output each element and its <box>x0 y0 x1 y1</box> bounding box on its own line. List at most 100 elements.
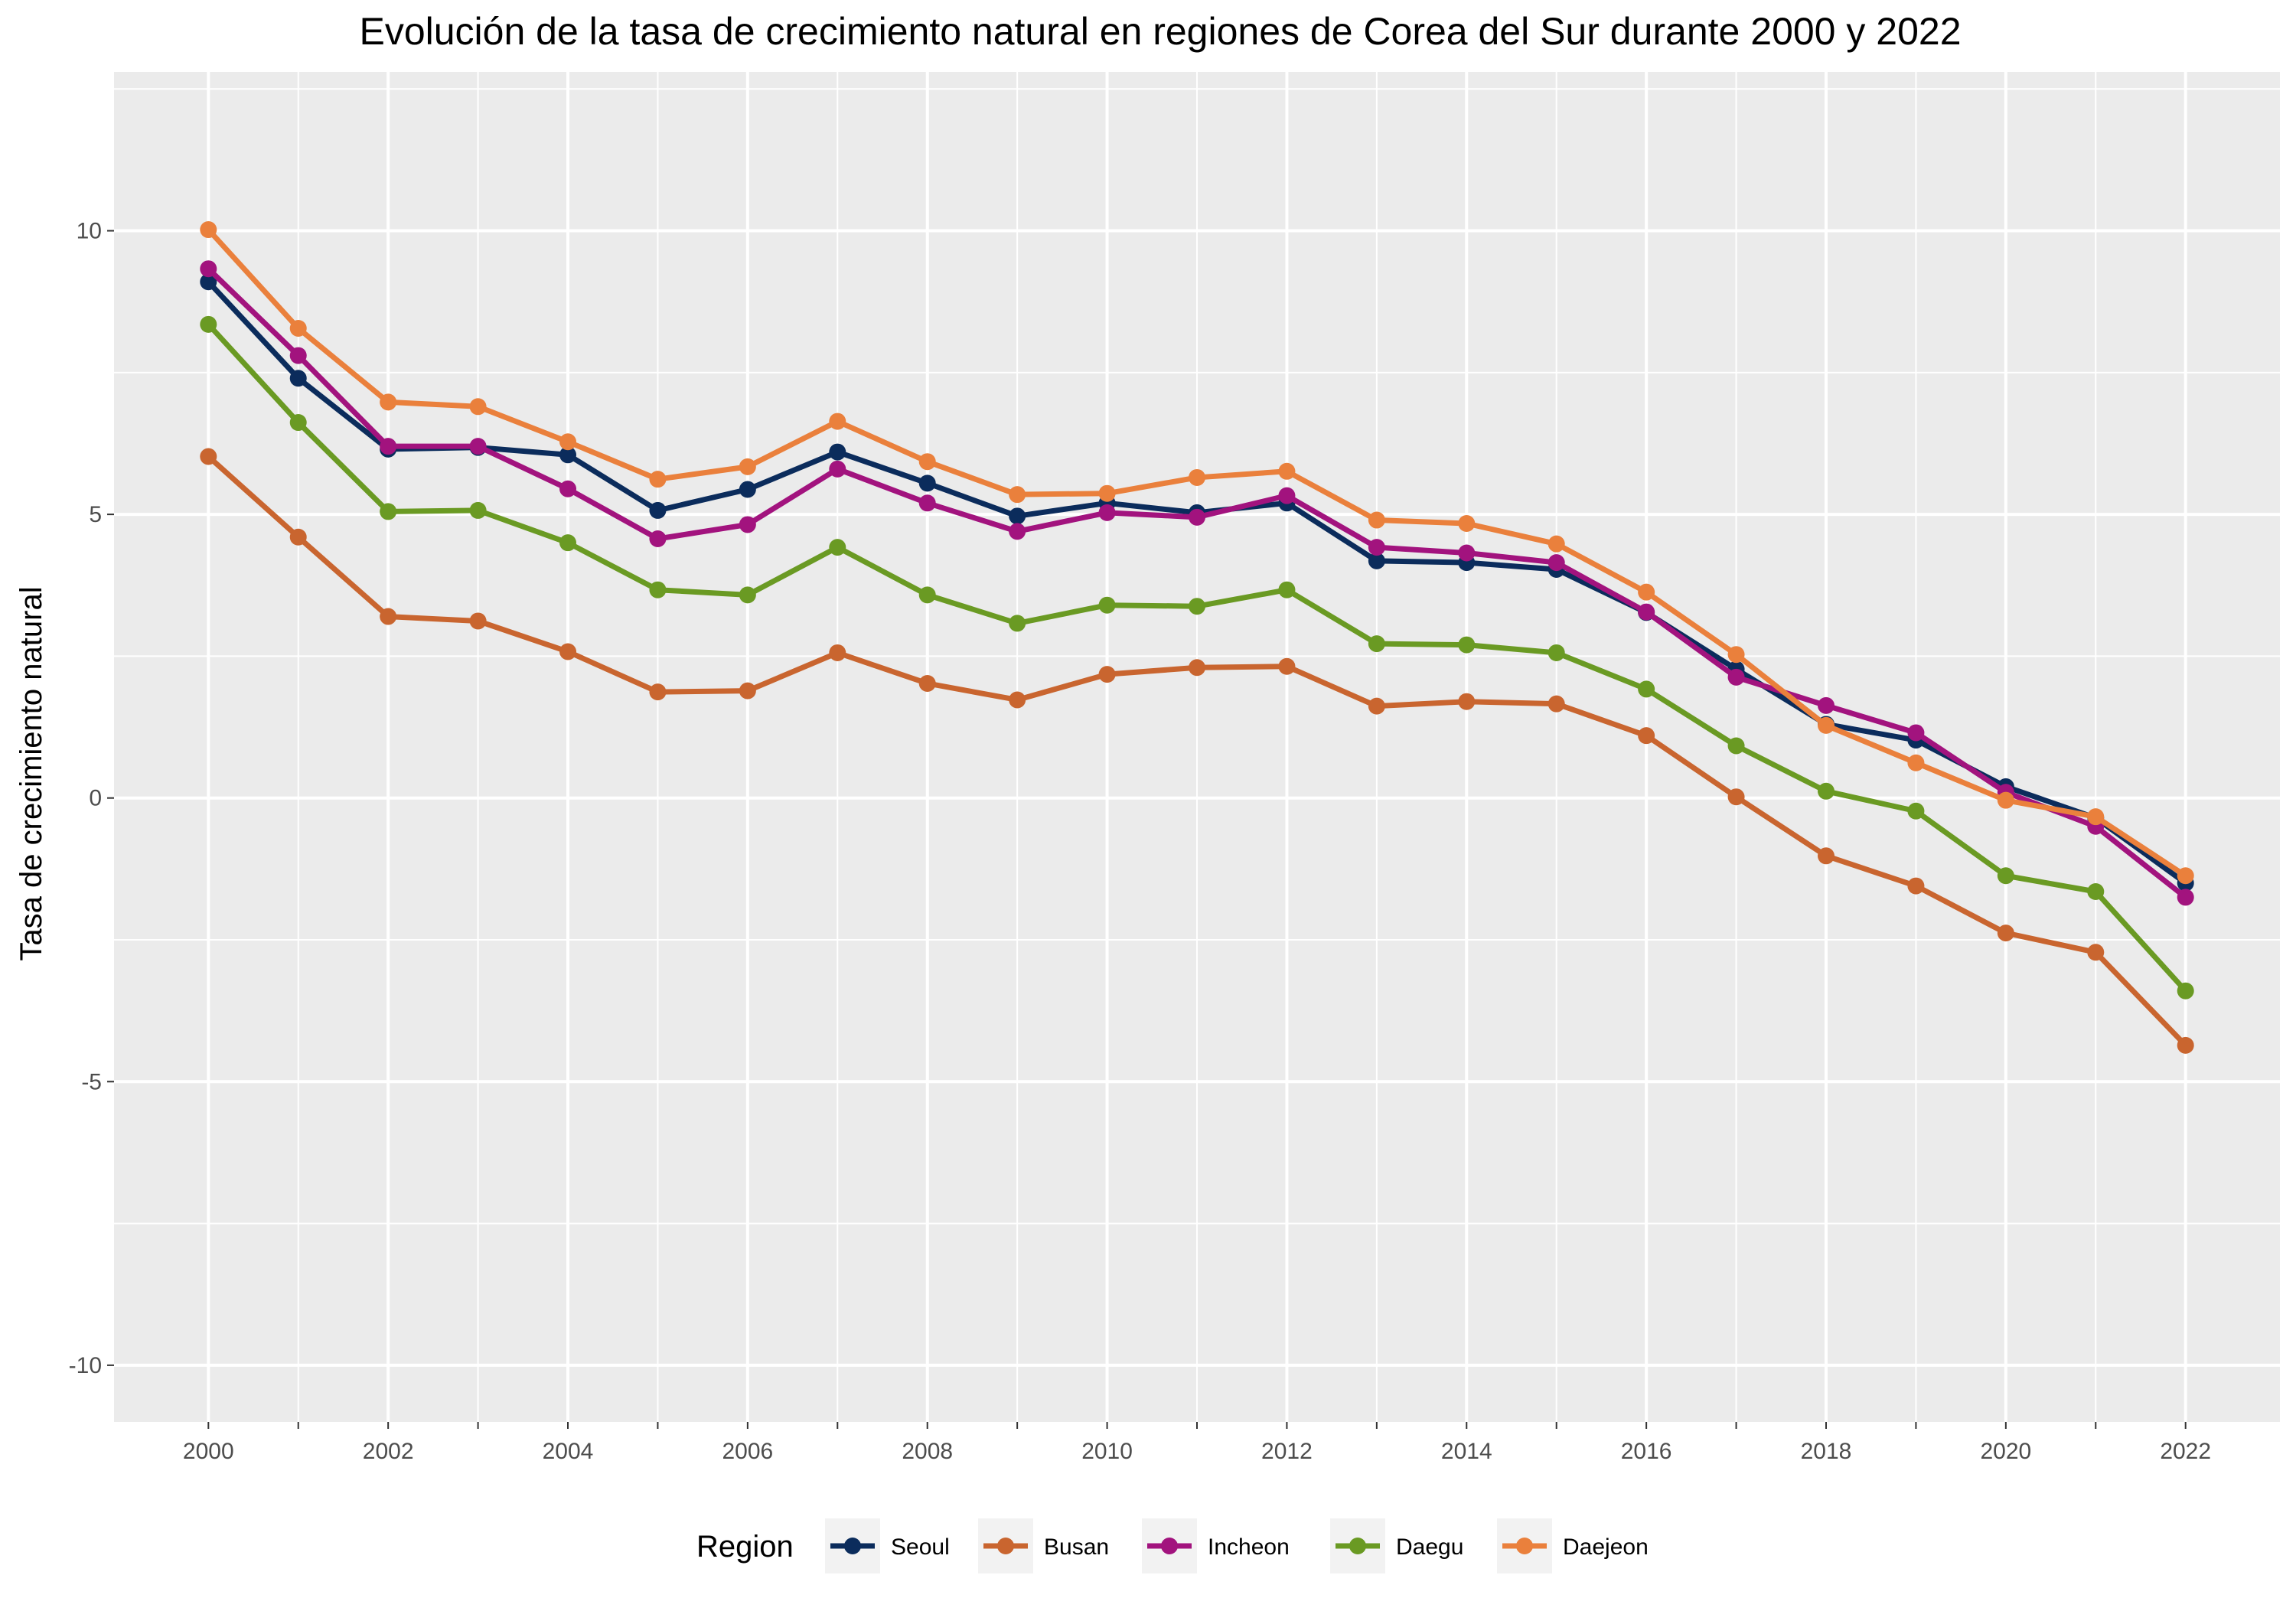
x-tick-label: 2004 <box>543 1439 594 1464</box>
data-point-daejeon <box>2087 808 2105 826</box>
data-point-daejeon <box>2177 867 2194 885</box>
data-point-incheon <box>1727 668 1745 686</box>
data-point-daejeon <box>1098 484 1116 502</box>
data-point-busan <box>469 612 487 630</box>
data-point-incheon <box>1458 544 1476 562</box>
data-point-incheon <box>918 494 936 512</box>
legend-label-busan: Busan <box>1044 1534 1109 1560</box>
data-point-seoul <box>649 501 667 519</box>
data-point-daegu <box>1548 644 1565 661</box>
data-point-busan <box>739 682 756 700</box>
legend-key-point <box>1516 1538 1533 1554</box>
data-point-daegu <box>469 501 487 519</box>
data-point-busan <box>289 528 307 546</box>
data-point-busan <box>559 643 577 660</box>
y-tick-label: -10 <box>69 1353 102 1378</box>
y-tick-label: 10 <box>77 219 102 244</box>
legend-label-daejeon: Daejeon <box>1563 1534 1649 1560</box>
legend: Region Seoul Busan Incheon Daegu Daejeon <box>696 1518 1649 1573</box>
data-point-incheon <box>200 260 217 278</box>
data-point-daejeon <box>1368 511 1385 529</box>
data-point-incheon <box>1548 554 1565 572</box>
data-point-incheon <box>1817 696 1835 714</box>
x-tick-label: 2022 <box>2160 1439 2211 1464</box>
y-axis: -10 -5 0 5 10 <box>69 219 114 1378</box>
y-tick-label: 0 <box>89 786 102 811</box>
data-point-incheon <box>739 516 756 533</box>
legend-item-daejeon: Daejeon <box>1497 1518 1649 1573</box>
data-point-seoul <box>829 443 846 461</box>
data-point-busan <box>1278 657 1296 675</box>
data-point-daejeon <box>829 413 846 430</box>
data-point-daejeon <box>1189 468 1205 486</box>
data-point-incheon <box>1907 724 1925 742</box>
data-point-seoul <box>200 273 217 291</box>
x-axis: 2000 2002 2004 2006 2008 2010 2012 2014 2016 2018… <box>183 1422 2211 1464</box>
y-tick-label: -5 <box>81 1069 102 1094</box>
data-point-daegu <box>380 503 397 520</box>
data-point-daegu <box>1817 782 1835 800</box>
data-point-daejeon <box>649 471 667 488</box>
data-point-daegu <box>1727 737 1745 755</box>
x-tick-label: 2014 <box>1441 1439 1492 1464</box>
data-point-busan <box>1727 788 1745 806</box>
data-point-daejeon <box>200 221 217 239</box>
chart-title: Evolución de la tasa de crecimiento natu… <box>359 10 1961 53</box>
series-busan <box>200 448 2194 1054</box>
major-gridlines <box>114 72 2280 1422</box>
data-point-incheon <box>649 530 667 547</box>
x-tick-label: 2006 <box>722 1439 773 1464</box>
data-point-daegu <box>1997 867 2014 885</box>
data-point-seoul <box>1368 552 1385 569</box>
series-daegu <box>200 315 2194 1000</box>
data-point-busan <box>1368 697 1385 715</box>
data-point-incheon <box>829 460 846 478</box>
data-point-busan <box>380 608 397 625</box>
data-point-daegu <box>739 586 756 604</box>
data-point-daejeon <box>289 320 307 338</box>
x-tick-label: 2016 <box>1621 1439 1672 1464</box>
data-point-busan <box>200 448 217 465</box>
data-point-daegu <box>559 534 577 552</box>
data-point-daejeon <box>1907 754 1925 771</box>
x-tick-label: 2020 <box>1980 1439 2031 1464</box>
data-point-daejeon <box>1458 514 1476 532</box>
data-point-daegu <box>289 414 307 432</box>
data-point-daegu <box>1458 636 1476 654</box>
data-point-daegu <box>1009 615 1026 632</box>
data-point-busan <box>1997 925 2014 942</box>
data-point-daejeon <box>469 398 487 416</box>
legend-title: Region <box>696 1530 794 1564</box>
data-point-incheon <box>380 438 397 455</box>
data-point-daegu <box>200 315 217 333</box>
legend-key-point <box>1161 1538 1178 1554</box>
data-point-incheon <box>2177 889 2194 906</box>
data-point-daejeon <box>1548 535 1565 553</box>
data-point-seoul <box>739 481 756 498</box>
data-point-daegu <box>2087 883 2105 900</box>
data-point-incheon <box>469 438 487 455</box>
legend-item-incheon: Incheon <box>1142 1518 1290 1573</box>
data-point-daejeon <box>739 458 756 475</box>
data-point-incheon <box>1278 487 1296 504</box>
data-point-busan <box>2177 1036 2194 1054</box>
data-point-daegu <box>1189 598 1205 615</box>
data-point-daejeon <box>1727 646 1745 664</box>
legend-key-point <box>997 1538 1014 1554</box>
data-point-daegu <box>2177 982 2194 1000</box>
data-point-daegu <box>1278 581 1296 598</box>
data-point-incheon <box>1009 523 1026 540</box>
data-point-daegu <box>829 539 846 556</box>
data-point-daejeon <box>918 453 936 471</box>
legend-item-daegu: Daegu <box>1330 1518 1463 1573</box>
x-tick-label: 2010 <box>1081 1439 1133 1464</box>
data-point-busan <box>1189 659 1205 677</box>
data-point-incheon <box>1638 603 1655 621</box>
series-layer <box>200 221 2194 1054</box>
series-daejeon <box>200 221 2194 885</box>
data-point-daegu <box>1907 802 1925 820</box>
data-point-daejeon <box>1278 462 1296 480</box>
data-point-busan <box>1548 695 1565 713</box>
data-point-incheon <box>1098 504 1116 521</box>
